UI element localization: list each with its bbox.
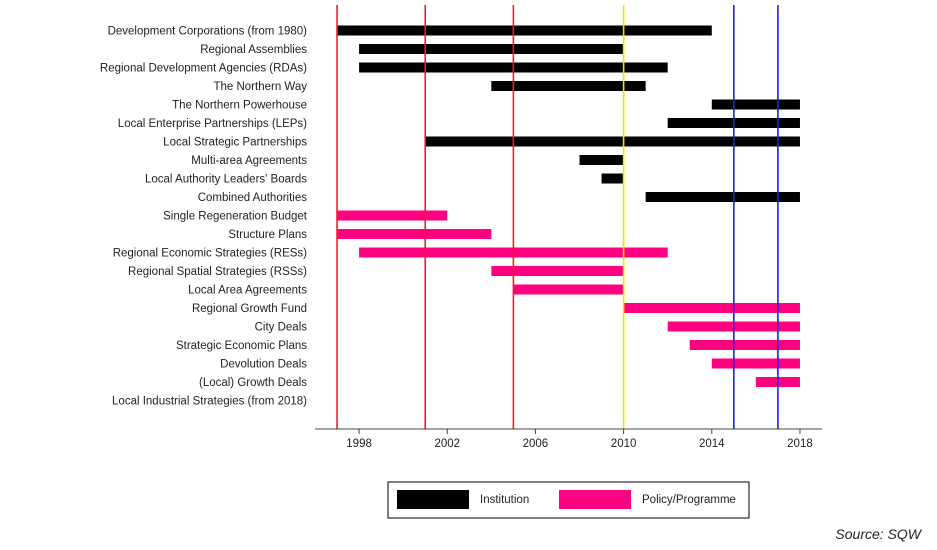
institution-bar	[425, 136, 800, 147]
policy-bar	[711, 358, 800, 369]
institution-bar	[601, 173, 624, 184]
category-label: Regional Assemblies	[200, 44, 307, 56]
x-tick-label: 1998	[346, 438, 372, 450]
policy-bar	[513, 284, 624, 295]
legend-label-policy: Policy/Programme	[642, 494, 736, 506]
legend-label-institution: Institution	[480, 494, 529, 506]
source-note: Source: SQW	[835, 526, 921, 542]
category-label: Single Regeneration Budget	[163, 211, 308, 223]
institution-bar	[491, 81, 646, 91]
legend-swatch-policy	[559, 490, 631, 509]
category-label: Structure Plans	[228, 229, 307, 241]
policy-bar	[623, 303, 800, 313]
category-label: Local Strategic Partnerships	[163, 137, 307, 149]
institution-bar	[337, 25, 712, 36]
category-label: Development Corporations (from 1980)	[108, 26, 308, 38]
institution-bar	[645, 192, 800, 202]
category-label: The Northern Powerhouse	[172, 100, 307, 112]
x-tick-label: 2010	[611, 438, 637, 450]
legend: Institution Policy/Programme	[387, 481, 750, 519]
category-label: Combined Authorities	[198, 192, 308, 204]
category-label: Strategic Economic Plans	[176, 340, 307, 352]
category-label: Local Enterprise Partnerships (LEPs)	[118, 118, 307, 130]
policy-bar	[491, 266, 624, 276]
x-tick-label: 2018	[787, 438, 813, 450]
x-tick-label: 2006	[523, 438, 549, 450]
policy-bar	[689, 340, 800, 350]
category-label: Regional Growth Fund	[192, 303, 307, 315]
x-tick-label: 2014	[699, 438, 725, 450]
institution-bar	[711, 99, 800, 110]
category-label: Local Industrial Strategies (from 2018)	[112, 396, 307, 408]
reference-lines	[336, 5, 779, 429]
x-tick-label: 2002	[434, 438, 460, 450]
x-axis: 1998 2002 2006 2010 2014 2018	[315, 428, 822, 450]
institution-bar	[579, 155, 624, 165]
bars	[337, 25, 800, 387]
category-label: Multi-area Agreements	[191, 155, 307, 167]
legend-swatch-institution	[397, 490, 469, 509]
category-label: (Local) Growth Deals	[199, 377, 307, 389]
category-label: Local Authority Leaders' Boards	[145, 174, 307, 186]
category-label: Regional Spatial Strategies (RSSs)	[128, 266, 307, 278]
policy-bar	[337, 229, 492, 239]
category-label: Regional Development Agencies (RDAs)	[100, 63, 307, 75]
category-label: The Northern Way	[213, 81, 307, 93]
category-label: Regional Economic Strategies (RESs)	[113, 248, 307, 260]
category-label: City Deals	[255, 322, 308, 334]
category-label: Local Area Agreements	[188, 285, 307, 297]
category-label: Devolution Deals	[220, 359, 307, 371]
institution-bar	[359, 44, 624, 54]
category-labels: Development Corporations (from 1980) Regi…	[100, 26, 308, 408]
policy-bar	[337, 210, 448, 221]
